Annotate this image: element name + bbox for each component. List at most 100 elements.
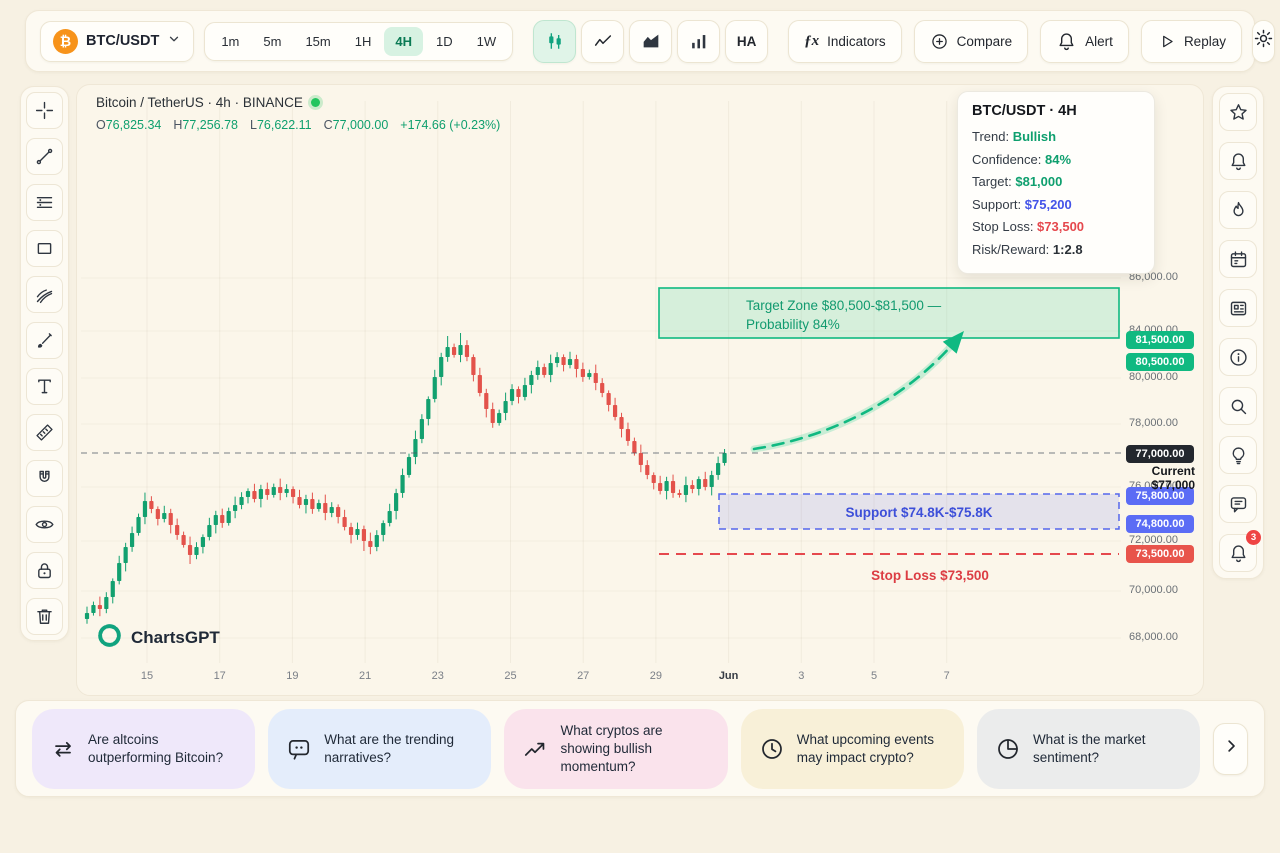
compare-button[interactable]: Compare	[913, 19, 1029, 63]
pie-chart-icon	[995, 736, 1021, 762]
time-axis-label: 17	[213, 670, 226, 682]
analysis-row: Support: $75,200	[972, 196, 1072, 212]
ruler-icon	[34, 422, 55, 443]
settings-button[interactable]	[1251, 19, 1275, 63]
tool-pitchfork[interactable]	[26, 276, 63, 313]
line-chart-icon	[592, 30, 614, 52]
rail-bell-1[interactable]	[1219, 142, 1257, 180]
price-badge: 73,500.00	[1126, 545, 1194, 563]
chart-type-area-chart[interactable]	[629, 19, 673, 63]
rail-search-6[interactable]	[1219, 387, 1257, 425]
timeframe-group: 1m 5m 15m 1H 4H 1D 1W	[204, 21, 514, 61]
search-icon	[1228, 396, 1249, 417]
chevron-down-icon	[167, 32, 181, 51]
svg-text:Target Zone $80,500-$81,500 —: Target Zone $80,500-$81,500 —	[746, 298, 942, 313]
rail-news-4[interactable]	[1219, 289, 1257, 327]
bell-icon	[1056, 31, 1077, 52]
price-badge: 75,800.00	[1126, 487, 1194, 505]
trend-up-icon	[522, 736, 548, 762]
tool-text-tool[interactable]	[26, 368, 63, 405]
rail-calendar-3[interactable]	[1219, 240, 1257, 278]
replay-button[interactable]: Replay	[1140, 19, 1242, 63]
suggestion-chip-4[interactable]: What is the market sentiment?	[976, 708, 1201, 789]
rail-lightbulb-7[interactable]	[1219, 436, 1257, 474]
button-label: Alert	[1085, 33, 1113, 49]
tool-trash[interactable]	[26, 598, 63, 635]
time-axis-label: 19	[286, 670, 299, 682]
time-axis-label: 29	[649, 670, 663, 682]
notification-badge: 3	[1246, 530, 1261, 545]
right-rail: 3	[1212, 86, 1264, 579]
timeframe-1W[interactable]: 1W	[476, 33, 497, 49]
suggestion-chip-3[interactable]: What upcoming events may impact crypto?	[740, 708, 964, 789]
symbol-selector[interactable]: ₿ BTC/USDT	[40, 20, 195, 62]
next-suggestions-button[interactable]	[1213, 722, 1248, 775]
chip-text: What are the trending narratives?	[324, 731, 455, 765]
calendar-icon	[1228, 249, 1249, 270]
rail-bell-9[interactable]: 3	[1219, 530, 1261, 572]
analysis-row: Confidence: 84%	[972, 151, 1072, 167]
time-axis-label: 15	[140, 670, 154, 682]
button-label: Replay	[1183, 33, 1226, 49]
timeframe-4H[interactable]: 4H	[384, 26, 423, 56]
timeframe-5m[interactable]: 5m	[263, 33, 282, 49]
lock-icon	[34, 560, 55, 581]
svg-text:Support $74.8K-$75.8K: Support $74.8K-$75.8K	[845, 505, 992, 520]
indicators-button[interactable]: ƒx Indicators	[788, 19, 902, 63]
button-label: Indicators	[827, 33, 886, 49]
chart-type-line-chart[interactable]	[581, 19, 625, 63]
timeframe-15m[interactable]: 15m	[305, 33, 331, 49]
chart-type-candles[interactable]	[533, 19, 577, 63]
tool-brush[interactable]	[26, 322, 63, 359]
rectangle-icon	[34, 238, 55, 259]
price-chart[interactable]: Target Zone $80,500-$81,500 — Probability…	[77, 85, 1204, 696]
swap-arrows-icon	[50, 736, 76, 762]
live-status-dot	[310, 98, 320, 107]
rail-star-0[interactable]	[1219, 93, 1257, 131]
price-axis-label: 86,000.00	[1129, 271, 1178, 283]
suggestion-chip-1[interactable]: What are the trending narratives?	[268, 708, 492, 789]
watermark: ChartsGPT	[96, 622, 220, 654]
suggestion-chip-2[interactable]: What cryptos are showing bullish momentu…	[504, 708, 728, 789]
tool-fib-retracement[interactable]	[26, 184, 63, 221]
ohlc-C: C77,000.00	[323, 118, 389, 132]
time-axis-label: 21	[358, 670, 372, 682]
news-icon	[1228, 298, 1249, 319]
rail-info-5[interactable]	[1219, 338, 1257, 376]
chart-type-bars-chart[interactable]	[677, 19, 721, 63]
tool-lock[interactable]	[26, 552, 63, 589]
ohlc-L: L76,622.11	[249, 118, 312, 132]
tool-rectangle[interactable]	[26, 230, 63, 267]
price-badge: 74,800.00	[1126, 515, 1194, 533]
tool-trendline[interactable]	[26, 138, 63, 175]
suggestion-chip-0[interactable]: Are altcoins outperforming Bitcoin?	[32, 708, 256, 789]
tool-eye[interactable]	[26, 506, 63, 543]
bitcoin-icon: ₿	[53, 28, 78, 54]
brush-icon	[34, 330, 55, 351]
plus-circle-icon	[930, 32, 949, 51]
info-icon	[1228, 347, 1249, 368]
alert-button[interactable]: Alert	[1040, 19, 1129, 63]
tool-magnet[interactable]	[26, 460, 63, 497]
svg-text:Stop Loss $73,500: Stop Loss $73,500	[871, 568, 989, 583]
chart-header: Bitcoin / TetherUS · 4h · BINANCE O76,82…	[96, 95, 500, 132]
time-axis-label: 5	[870, 670, 878, 682]
timeframe-1m[interactable]: 1m	[221, 33, 240, 49]
chart-type-group: HA	[533, 19, 769, 63]
chart-title: Bitcoin / TetherUS · 4h · BINANCE	[96, 95, 303, 110]
tool-crosshair[interactable]	[26, 92, 63, 129]
eye-icon	[34, 514, 55, 535]
chart-type-heikin-ashi[interactable]: HA	[725, 19, 769, 63]
rail-chat-8[interactable]	[1219, 485, 1257, 523]
star-icon	[1228, 102, 1249, 123]
timeframe-1D[interactable]: 1D	[435, 33, 453, 49]
magnet-icon	[34, 468, 55, 489]
chartsgpt-logo-icon	[96, 622, 123, 654]
chat-icon	[1228, 494, 1249, 515]
rail-flame-2[interactable]	[1219, 191, 1257, 229]
ohlc-H: H77,256.78	[173, 118, 238, 132]
bell-icon	[1228, 543, 1249, 564]
chip-text: What cryptos are showing bullish momentu…	[560, 722, 663, 774]
timeframe-1H[interactable]: 1H	[354, 33, 372, 49]
tool-ruler[interactable]	[26, 414, 63, 451]
